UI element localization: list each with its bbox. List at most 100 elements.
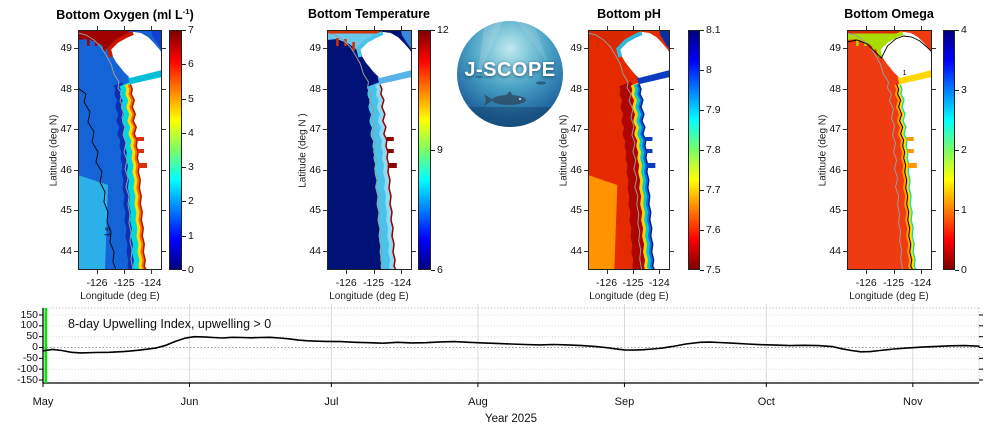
x-axis-label: Longitude (deg E): [80, 291, 160, 302]
lat-tick-label: 46: [570, 163, 582, 176]
colorbar-tick-label: 5: [188, 92, 194, 105]
colorbar-tick: [182, 98, 186, 100]
colorbar-tick-label: 2: [188, 195, 194, 208]
colorbar-tick: [700, 270, 704, 271]
panel-title-text: Bottom Temperature: [307, 7, 430, 21]
lon-tick-top: [920, 26, 922, 30]
colorbar-tick-label: 1: [961, 204, 967, 216]
lon-tick-top: [866, 26, 868, 30]
panel-title-omega: Bottom Omega: [814, 7, 964, 21]
lat-tick-right: [412, 169, 416, 171]
colorbar-tick-label: 4: [961, 24, 967, 36]
lat-tick-label: 49: [309, 42, 321, 54]
lon-tick-top: [150, 26, 152, 30]
lon-tick-top: [373, 26, 375, 30]
colorbar-tick-label: 7.5: [706, 264, 721, 276]
lat-tick-right: [412, 250, 416, 252]
light-ray: [517, 21, 549, 65]
lat-tick-right: [162, 210, 166, 211]
colorbar-bottom-omega: [943, 30, 955, 270]
lon-tick-label: -125: [883, 277, 905, 289]
lon-tick-label: -124: [390, 277, 412, 289]
lat-tick-label: 44: [60, 244, 72, 257]
colorbar-tick: [700, 70, 704, 71]
lat-tick: [843, 88, 847, 90]
colorbar-tick-label: 12: [437, 24, 449, 36]
colorbar-tick-label: 3: [961, 84, 967, 96]
lon-tick: [606, 270, 608, 274]
jscope-logo-text: J-SCOPE: [464, 59, 556, 81]
x-axis-label: Longitude (deg E): [329, 291, 409, 302]
lat-tick-right: [670, 88, 674, 90]
colorbar-tick-label: 4: [188, 126, 194, 139]
x-axis-label: Longitude (deg E): [589, 291, 669, 302]
lon-tick: [150, 270, 152, 274]
lon-tick: [346, 270, 348, 274]
lat-tick-label: 46: [60, 163, 72, 176]
colorbar-tick: [431, 150, 435, 151]
colorbar-tick: [182, 132, 186, 134]
panel-title-text: Bottom Omega: [844, 7, 934, 21]
y-axis-label: Latitude (deg N): [48, 114, 60, 187]
colorbar-bottom-oxygen: [169, 30, 182, 270]
upwelling-y-tick-label: -150: [16, 373, 38, 386]
lat-tick: [323, 169, 327, 171]
lon-tick-label: -124: [910, 277, 932, 289]
month-tick-label: Jun: [180, 396, 199, 408]
panel-title-ph: Bottom pH: [554, 7, 704, 21]
lon-tick: [893, 270, 895, 274]
lat-tick: [323, 88, 327, 90]
panel-title-temperature: Bottom Temperature: [294, 7, 444, 21]
lat-tick: [584, 250, 588, 252]
x-axis-label: Longitude (deg E): [849, 291, 929, 302]
small-fish-icon: [536, 81, 546, 85]
lat-tick-label: 46: [829, 163, 841, 176]
lat-tick-label: 48: [570, 82, 582, 95]
lat-tick: [323, 48, 327, 49]
lon-tick: [659, 270, 661, 274]
colorbar-tick: [955, 30, 959, 31]
lat-tick: [74, 88, 78, 90]
map-bottom-temperature: [327, 30, 412, 270]
colorbar-tick: [955, 270, 959, 271]
panel-title-text: Bottom Oxygen (ml L: [56, 8, 183, 23]
colorbar-tick-label: 9: [437, 144, 443, 156]
month-tick-label: Jul: [324, 396, 339, 408]
lon-tick-label: -125: [363, 277, 385, 289]
lon-tick-top: [606, 26, 608, 30]
y-axis-label: Latitude (deg N ): [297, 113, 309, 188]
lon-tick: [866, 270, 868, 274]
lat-tick-right: [162, 129, 166, 130]
colorbar-tick: [700, 150, 704, 151]
lon-tick-label: -125: [622, 277, 644, 289]
upwelling-y-tick-label: -50: [22, 351, 38, 364]
lat-tick: [843, 250, 847, 252]
lon-tick-top: [659, 26, 661, 30]
lat-tick: [323, 250, 327, 252]
colorbar-tick-label: 7.8: [706, 144, 721, 156]
panel-title-oxygen: Bottom Oxygen (ml L-1): [50, 7, 200, 22]
month-tick-label: Sep: [614, 396, 635, 408]
colorbar-tick: [182, 201, 186, 203]
colorbar-tick-label: 8: [706, 64, 712, 76]
svg-text:1: 1: [903, 70, 907, 77]
colorbar-tick: [700, 190, 704, 191]
colorbar-tick-label: 7.7: [706, 184, 721, 196]
lat-tick-right: [162, 48, 166, 49]
lat-tick-right: [670, 210, 674, 211]
upwelling-y-tick-label: 150: [20, 308, 38, 321]
month-tick-label: Oct: [757, 396, 775, 408]
lat-tick: [843, 210, 847, 211]
colorbar-tick: [182, 167, 186, 169]
colorbar-tick: [700, 30, 704, 31]
lon-tick-top: [346, 26, 348, 30]
lat-tick-label: 48: [309, 82, 321, 95]
lat-tick-right: [932, 88, 936, 90]
upwelling-y-tick-label: 100: [20, 319, 38, 332]
lon-tick: [373, 270, 375, 274]
lon-tick: [124, 270, 126, 274]
lon-tick-top: [893, 26, 895, 30]
colorbar-tick: [955, 150, 959, 151]
lon-tick-top: [400, 26, 402, 30]
colorbar-tick: [182, 270, 186, 271]
